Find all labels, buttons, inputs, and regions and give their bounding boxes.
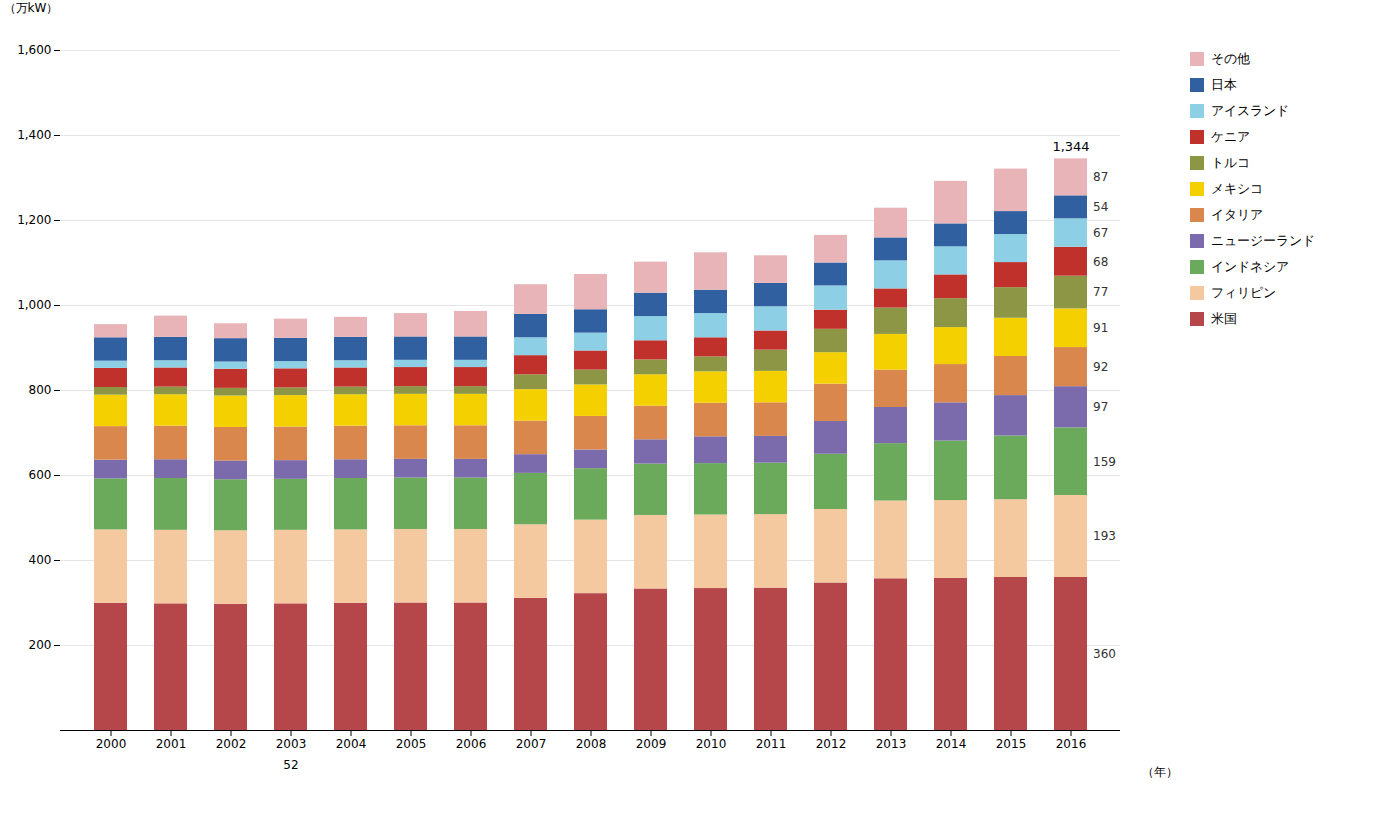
svg-text:2016: 2016 (1056, 737, 1087, 751)
svg-text:54: 54 (1093, 200, 1108, 214)
svg-text:1,000: 1,000 (17, 298, 51, 312)
svg-text:193: 193 (1093, 529, 1116, 543)
svg-text:600: 600 (29, 468, 52, 482)
svg-text:2001: 2001 (156, 737, 187, 751)
svg-text:360: 360 (1093, 647, 1116, 661)
svg-text:52: 52 (283, 758, 298, 772)
svg-text:2009: 2009 (636, 737, 667, 751)
svg-text:97: 97 (1093, 400, 1108, 414)
svg-text:92: 92 (1093, 360, 1108, 374)
html-text:メキシコ: メキシコ (1211, 181, 1263, 196)
svg-text:2005: 2005 (396, 737, 427, 751)
svg-text:2011: 2011 (756, 737, 787, 751)
svg-text:2002: 2002 (216, 737, 247, 751)
html-text:日本: 日本 (1211, 77, 1237, 92)
svg-text:800: 800 (29, 383, 52, 397)
svg-text:2007: 2007 (516, 737, 547, 751)
svg-text:1,600: 1,600 (17, 43, 51, 57)
svg-text:200: 200 (29, 638, 52, 652)
html-text:米国: 米国 (1211, 311, 1237, 326)
svg-text:2003: 2003 (276, 737, 307, 751)
svg-text:（年）: （年） (1142, 765, 1178, 779)
svg-text:2004: 2004 (336, 737, 367, 751)
svg-text:400: 400 (29, 553, 52, 567)
svg-text:2015: 2015 (996, 737, 1027, 751)
svg-text:87: 87 (1093, 170, 1108, 184)
html-text:インドネシア: インドネシア (1211, 259, 1289, 274)
svg-text:2013: 2013 (876, 737, 907, 751)
html-text:フィリピン: フィリピン (1211, 285, 1276, 300)
svg-text:68: 68 (1093, 255, 1108, 269)
html-text:アイスランド: アイスランド (1211, 103, 1289, 118)
svg-text:67: 67 (1093, 226, 1108, 240)
svg-text:77: 77 (1093, 285, 1108, 299)
svg-text:1,200: 1,200 (17, 213, 51, 227)
html-text:ニュージーランド: ニュージーランド (1211, 233, 1315, 248)
html-text:ケニア: ケニア (1211, 129, 1250, 144)
svg-text:1,344: 1,344 (1052, 139, 1089, 154)
svg-text:2014: 2014 (936, 737, 967, 751)
svg-text:1,400: 1,400 (17, 128, 51, 142)
svg-text:2008: 2008 (576, 737, 607, 751)
svg-text:（万kW）: （万kW） (4, 1, 59, 15)
svg-text:2000: 2000 (96, 737, 127, 751)
svg-text:2012: 2012 (816, 737, 847, 751)
html-text:トルコ: トルコ (1211, 155, 1250, 170)
svg-text:159: 159 (1093, 455, 1116, 469)
svg-text:2010: 2010 (696, 737, 727, 751)
html-text:その他: その他 (1211, 51, 1250, 66)
html-text:イタリア: イタリア (1211, 207, 1263, 222)
svg-text:2006: 2006 (456, 737, 487, 751)
svg-text:91: 91 (1093, 321, 1108, 335)
